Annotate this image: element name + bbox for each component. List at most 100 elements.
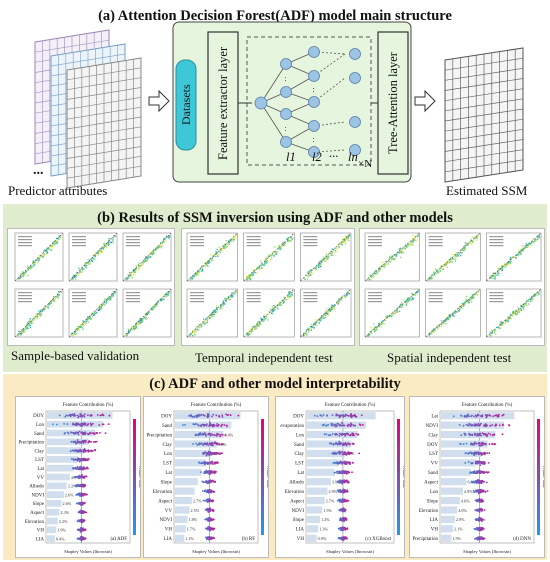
shap-pct-label: 0.9% bbox=[318, 536, 327, 541]
shap-feature-label: LST bbox=[295, 462, 304, 467]
shap-feature-label: LST bbox=[35, 458, 44, 463]
shap-bar bbox=[441, 478, 467, 486]
layer-ellipsis: ... bbox=[329, 146, 339, 160]
shap-feature-label: VV bbox=[37, 476, 45, 481]
shap-bar bbox=[307, 506, 323, 514]
shap-feature-label: Slope bbox=[427, 499, 439, 504]
shap-feature-label: VH bbox=[297, 537, 305, 542]
shap-chart-rf: Feature Contribution (%) Shapley Values (… bbox=[143, 396, 269, 558]
input-arrow bbox=[148, 89, 170, 113]
shap-side-label: Feature Value bbox=[542, 466, 544, 488]
shap-feature-label: Clay bbox=[35, 449, 45, 454]
caption-spatial-test: Spatial independent test bbox=[387, 350, 512, 365]
shap-feature-label: VH bbox=[431, 528, 439, 533]
shap-feature-label: Elevation bbox=[25, 520, 45, 525]
shap-feature-label: LIA bbox=[164, 537, 173, 542]
shap-bar bbox=[441, 459, 476, 467]
shap-bar bbox=[175, 496, 192, 505]
shap-bar bbox=[307, 525, 319, 533]
shap-pct-label: 1.5% bbox=[323, 508, 332, 513]
shap-feature-label: VH bbox=[37, 529, 45, 534]
shap-side-label: Feature Value bbox=[402, 466, 404, 488]
shap-pct-label: 1.1% bbox=[185, 536, 194, 541]
shap-feature-label: Slope bbox=[293, 518, 305, 523]
shap-side-label: Feature Value bbox=[138, 466, 140, 488]
shap-feature-label: Sand bbox=[34, 432, 45, 437]
shap-axis-title-top: Feature Contribution (%) bbox=[63, 403, 114, 408]
shap-feature-label: Slope bbox=[161, 481, 173, 486]
svg-text::: : bbox=[285, 124, 287, 133]
shap-bar bbox=[441, 449, 482, 458]
shap-pct-label: 1.2% bbox=[321, 517, 330, 522]
shap-feature-label: evaporation bbox=[280, 424, 304, 429]
datasets-pill bbox=[175, 59, 197, 151]
shap-bar bbox=[175, 506, 190, 514]
shap-feature-label: Sand bbox=[162, 424, 173, 429]
shap-bar bbox=[47, 438, 89, 446]
shap-chart-tag: (d) DNN bbox=[513, 537, 531, 542]
shap-bar bbox=[47, 526, 57, 534]
panel-a-model-structure: (a) Attention Decision Forest(ADF) model… bbox=[3, 2, 547, 202]
svg-text::: : bbox=[313, 135, 315, 144]
shap-bar bbox=[47, 456, 78, 463]
layer-l2-label: l2 bbox=[312, 150, 322, 164]
panel-b-ssm-inversion: (b) Results of SSM inversion using ADF a… bbox=[3, 204, 547, 372]
shap-feature-label: NDVI bbox=[160, 518, 173, 523]
caption-sample-validation: Sample-based validation bbox=[11, 348, 140, 363]
shap-bar bbox=[175, 478, 198, 486]
panel-a-title: (a) Attention Decision Forest(ADF) model… bbox=[98, 8, 452, 24]
shap-feature-label: Lat bbox=[431, 415, 438, 420]
stack-dots: ... bbox=[33, 163, 44, 178]
shap-pct-label: 1.8% bbox=[188, 517, 197, 522]
shap-feature-label: Slope bbox=[33, 502, 45, 507]
shap-pct-label: 2.9% bbox=[329, 489, 338, 494]
temporal-test-scatter-grid bbox=[181, 228, 355, 346]
shap-bar bbox=[441, 496, 460, 505]
shap-feature-label: NDVI bbox=[426, 424, 439, 429]
shap-axis-title-bottom: Shapley Values (Ibrowsin) bbox=[463, 549, 511, 554]
shap-pct-label: 1.9% bbox=[57, 528, 66, 533]
shap-feature-label: DOY bbox=[161, 415, 172, 420]
shap-bar bbox=[47, 508, 60, 516]
shap-pct-label: 2.3% bbox=[60, 510, 69, 515]
shap-feature-label: Elevation bbox=[153, 490, 173, 495]
shap-bar bbox=[307, 440, 351, 448]
shap-feature-label: Precipitation bbox=[146, 433, 172, 438]
shap-bar bbox=[47, 517, 58, 525]
shap-bar bbox=[307, 449, 345, 458]
shap-axis-title-top: Feature Contribution (%) bbox=[462, 403, 513, 408]
shap-pct-label: 2.6% bbox=[62, 501, 71, 506]
shap-feature-label: Albedo bbox=[29, 485, 44, 490]
shap-bar bbox=[175, 515, 188, 524]
shap-feature-label: Lon bbox=[36, 423, 45, 428]
shap-bar bbox=[307, 515, 321, 524]
shap-pct-label: 4.9% bbox=[464, 489, 473, 494]
shap-bar bbox=[307, 478, 331, 486]
svg-text::: : bbox=[285, 74, 287, 83]
shap-feature-label: LIA bbox=[296, 528, 305, 533]
shap-side-label: Feature Value bbox=[266, 466, 268, 488]
shap-feature-label: DOY bbox=[33, 414, 44, 419]
shap-bar bbox=[47, 535, 55, 542]
shap-feature-label: Lon bbox=[430, 490, 439, 495]
shap-bar bbox=[47, 473, 70, 481]
shap-feature-label: Clay bbox=[429, 433, 439, 438]
shap-bar bbox=[47, 464, 74, 472]
caption-temporal-test: Temporal independent test bbox=[195, 350, 333, 365]
shap-bar bbox=[175, 468, 202, 476]
shap-feature-label: LIA bbox=[36, 537, 45, 542]
shap-bar bbox=[307, 496, 325, 505]
shap-pct-label: 1.5% bbox=[452, 536, 461, 541]
shap-chart-adf: Feature Contribution (%) Shapley Values (… bbox=[15, 396, 141, 558]
shap-pct-label: 2.2% bbox=[59, 519, 68, 524]
shap-bar bbox=[175, 487, 195, 495]
shap-pct-label: 2.1% bbox=[454, 527, 463, 532]
shap-pct-label: 0.4% bbox=[56, 536, 65, 541]
shap-axis-title-top: Feature Contribution (%) bbox=[191, 403, 242, 408]
shap-axis-title-bottom: Shapley Values (Ibrowsin) bbox=[64, 549, 112, 554]
shap-chart-tag: (b) RF bbox=[242, 537, 255, 542]
shap-feature-label: Aspect bbox=[290, 499, 304, 504]
shap-pct-label: 2.7% bbox=[193, 498, 202, 503]
shap-feature-label: Elevation bbox=[285, 490, 305, 495]
sample-validation-scatter-grid bbox=[7, 228, 175, 346]
